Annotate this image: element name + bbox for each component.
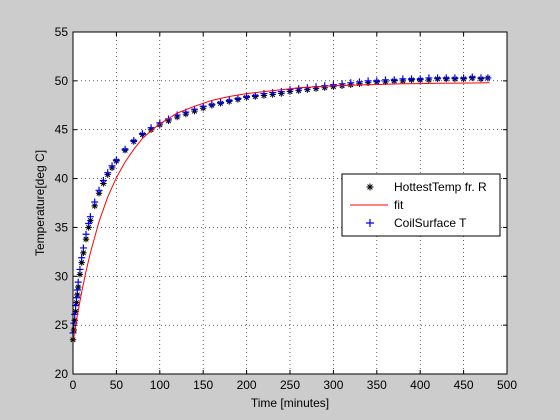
point-coil-surface — [95, 186, 103, 194]
point-coil-surface — [355, 78, 363, 86]
grid — [73, 32, 507, 374]
y-axis-label: Temperature[deg C] — [33, 150, 47, 256]
point-coil-surface — [72, 294, 80, 302]
point-hottest-temp — [74, 291, 81, 299]
x-tick-label: 150 — [193, 378, 213, 392]
point-hottest-temp — [87, 217, 94, 224]
point-coil-surface — [408, 75, 416, 83]
point-hottest-temp — [72, 308, 79, 315]
y-tick-label: 55 — [55, 25, 69, 39]
point-coil-surface — [99, 177, 107, 185]
y-tick-label: 45 — [55, 123, 69, 137]
legend-marker-hottest-temp — [366, 183, 374, 191]
x-tick-label: 50 — [110, 378, 124, 392]
point-coil-surface — [130, 136, 138, 144]
point-coil-surface — [442, 74, 450, 82]
legend-marker-coil-surface — [366, 219, 374, 227]
point-coil-surface — [295, 85, 303, 93]
point-coil-surface — [373, 77, 381, 85]
point-coil-surface — [364, 77, 372, 85]
point-hottest-temp — [78, 259, 85, 266]
point-coil-surface — [104, 169, 112, 177]
x-tick-label: 350 — [367, 378, 387, 392]
y-tick-label: 40 — [55, 172, 69, 186]
point-coil-surface — [78, 254, 86, 262]
point-coil-surface — [425, 74, 433, 82]
point-coil-surface — [329, 81, 337, 89]
point-coil-surface — [79, 244, 87, 252]
ticks: 0 50 100 150 200 250 300 350 400 450 500 20 25 30 35 40… — [55, 25, 518, 392]
legend-label: HottestTemp fr. R — [394, 180, 487, 194]
point-coil-surface — [208, 100, 216, 108]
x-tick-label: 200 — [237, 378, 257, 392]
point-coil-surface — [108, 162, 116, 170]
point-hottest-temp — [75, 283, 82, 291]
point-coil-surface — [286, 86, 294, 94]
y-tick-label: 30 — [55, 269, 69, 283]
point-coil-surface — [416, 75, 424, 83]
x-tick-label: 100 — [150, 378, 170, 392]
x-tick-label: 450 — [454, 378, 474, 392]
y-tick-label: 20 — [55, 367, 69, 381]
point-coil-surface — [76, 265, 84, 273]
point-coil-surface — [468, 73, 476, 81]
point-coil-surface — [399, 75, 407, 83]
point-hottest-temp — [85, 224, 92, 231]
x-tick-label: 250 — [280, 378, 300, 392]
legend-label: CoilSurface T — [394, 216, 467, 230]
legend: HottestTemp fr. R fit CoilSurface T — [341, 173, 501, 237]
point-hottest-temp — [82, 235, 90, 243]
point-coil-surface — [82, 230, 90, 238]
point-coil-surface — [451, 74, 459, 82]
point-coil-surface — [225, 96, 233, 104]
point-coil-surface — [251, 92, 259, 100]
point-coil-surface — [484, 74, 492, 82]
point-coil-surface — [243, 92, 251, 100]
x-tick-label: 0 — [70, 378, 77, 392]
y-tick-label: 35 — [55, 220, 69, 234]
point-hottest-temp — [91, 202, 98, 210]
point-hottest-temp — [70, 326, 78, 334]
point-hottest-temp — [76, 271, 84, 278]
point-hottest-temp — [80, 249, 87, 257]
point-coil-surface — [112, 156, 120, 164]
x-tick-label: 300 — [323, 378, 343, 392]
point-hottest-temp — [73, 299, 80, 306]
y-tick-label: 25 — [55, 318, 69, 332]
point-coil-surface — [390, 76, 398, 84]
point-coil-surface — [138, 130, 146, 138]
point-coil-surface — [85, 220, 93, 228]
point-coil-surface — [86, 213, 94, 221]
point-coil-surface — [477, 74, 485, 82]
point-coil-surface — [73, 286, 81, 294]
point-coil-surface — [217, 98, 225, 106]
point-coil-surface — [121, 145, 129, 153]
point-coil-surface — [199, 102, 207, 110]
fit-line — [72, 82, 490, 342]
point-coil-surface — [434, 74, 442, 82]
point-coil-surface — [460, 74, 468, 82]
point-coil-surface — [381, 76, 389, 84]
x-axis-label: Time [minutes] — [251, 396, 329, 410]
y-tick-label: 50 — [55, 74, 69, 88]
x-tick-label: 500 — [497, 378, 517, 392]
series-fit — [72, 82, 490, 342]
point-coil-surface — [338, 80, 346, 88]
point-coil-surface — [74, 278, 82, 286]
point-coil-surface — [191, 105, 199, 113]
point-hottest-temp — [71, 317, 78, 324]
legend-label: fit — [394, 198, 404, 212]
point-coil-surface — [234, 94, 242, 102]
data-layer — [69, 73, 492, 343]
x-tick-label: 400 — [410, 378, 430, 392]
point-coil-surface — [91, 198, 99, 206]
